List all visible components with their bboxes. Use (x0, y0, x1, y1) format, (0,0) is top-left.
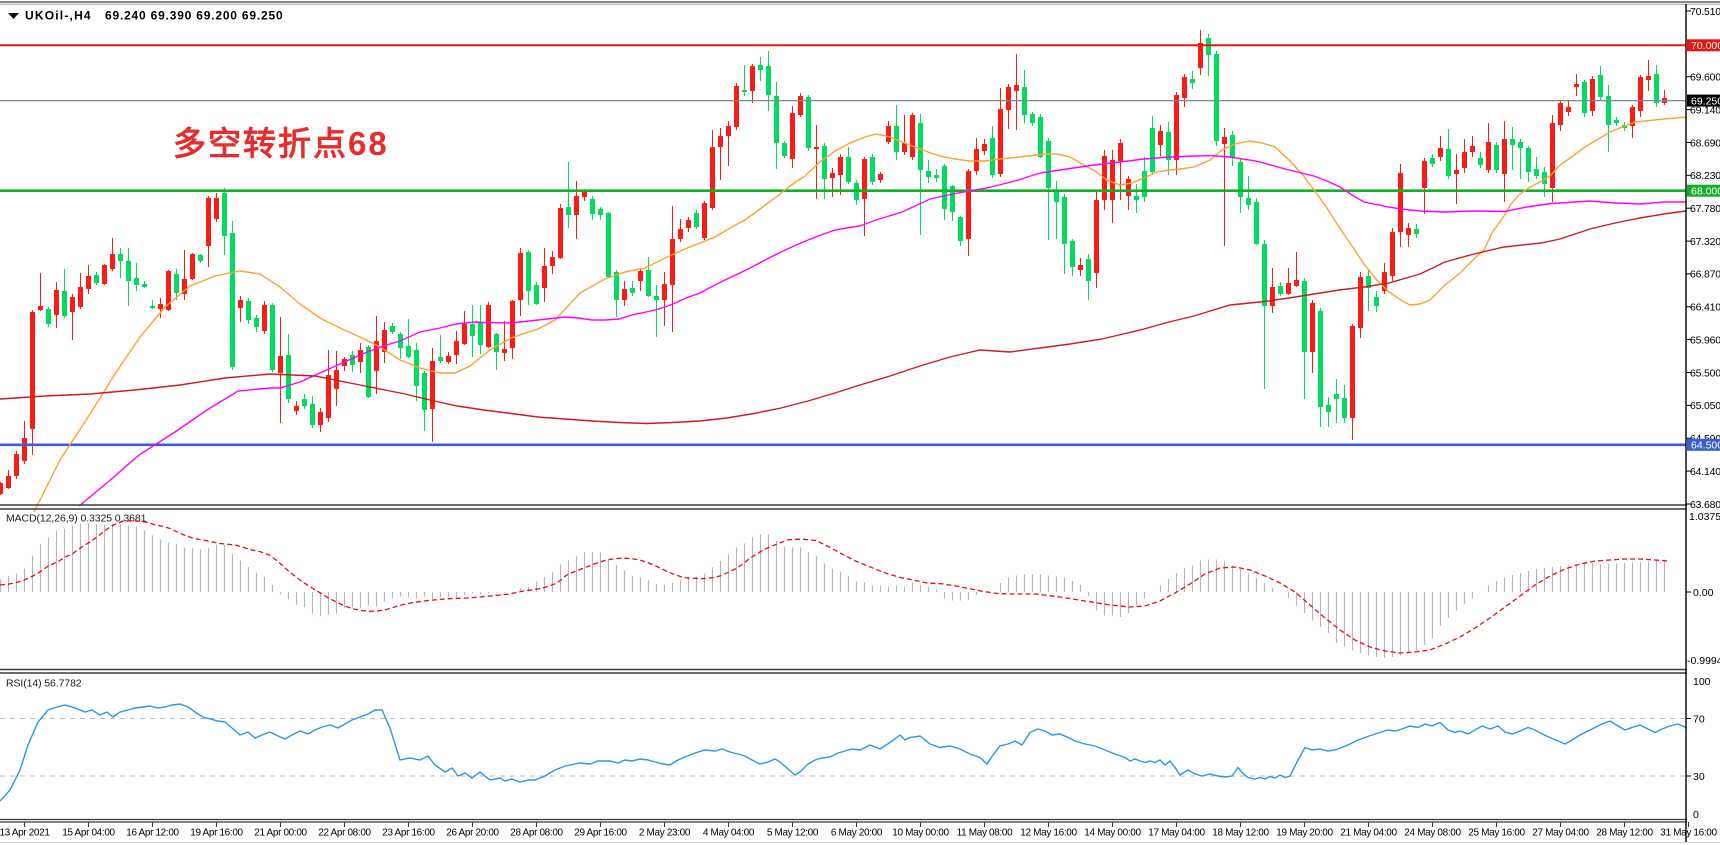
svg-text:26 Apr 20:00: 26 Apr 20:00 (446, 828, 499, 839)
svg-text:23 Apr 16:00: 23 Apr 16:00 (382, 828, 435, 839)
svg-text:6 May 20:00: 6 May 20:00 (831, 828, 883, 839)
svg-text:多空转折点68: 多空转折点68 (173, 125, 389, 162)
svg-text:4 May 04:00: 4 May 04:00 (703, 828, 755, 839)
svg-text:24 May 08:00: 24 May 08:00 (1404, 828, 1461, 839)
svg-text:68.230: 68.230 (1690, 170, 1720, 182)
svg-text:70.000: 70.000 (1691, 40, 1720, 52)
svg-text:0.00: 0.00 (1693, 587, 1714, 599)
svg-text:67.320: 67.320 (1690, 236, 1720, 248)
svg-text:27 May 04:00: 27 May 04:00 (1532, 828, 1589, 839)
svg-text:28 Apr 08:00: 28 Apr 08:00 (510, 828, 563, 839)
svg-text:29 Apr 16:00: 29 Apr 16:00 (574, 828, 627, 839)
svg-text:30: 30 (1693, 771, 1705, 783)
svg-text:21 Apr 00:00: 21 Apr 00:00 (254, 828, 307, 839)
svg-text:11 May 08:00: 11 May 08:00 (957, 828, 1013, 839)
svg-text:RSI(14) 56.7782: RSI(14) 56.7782 (6, 678, 82, 690)
svg-text:100: 100 (1693, 676, 1711, 688)
svg-text:-0.9994: -0.9994 (1687, 655, 1720, 667)
svg-text:18 May 12:00: 18 May 12:00 (1212, 828, 1269, 839)
svg-text:22 Apr 08:00: 22 Apr 08:00 (318, 828, 371, 839)
svg-text:15 Apr 04:00: 15 Apr 04:00 (62, 828, 115, 839)
svg-text:16 Apr 12:00: 16 Apr 12:00 (126, 828, 179, 839)
svg-text:10 May 00:00: 10 May 00:00 (892, 828, 949, 839)
svg-text:MACD(12,26,9) 0.3325 0.3681: MACD(12,26,9) 0.3325 0.3681 (6, 513, 147, 525)
svg-text:25 May 16:00: 25 May 16:00 (1468, 828, 1525, 839)
svg-text:70.510: 70.510 (1690, 6, 1720, 18)
svg-text:12 May 16:00: 12 May 16:00 (1020, 828, 1077, 839)
svg-text:2 May 23:00: 2 May 23:00 (639, 828, 691, 839)
svg-text:69.240 69.390 69.200 69.250: 69.240 69.390 69.200 69.250 (105, 9, 283, 23)
svg-text:65.050: 65.050 (1690, 400, 1720, 412)
svg-text:19 May 20:00: 19 May 20:00 (1276, 828, 1333, 839)
svg-text:64.140: 64.140 (1690, 466, 1720, 478)
svg-text:UKOil-,H4: UKOil-,H4 (25, 9, 92, 23)
svg-text:21 May 04:00: 21 May 04:00 (1340, 828, 1397, 839)
svg-text:0: 0 (1693, 809, 1699, 821)
svg-text:66.870: 66.870 (1690, 269, 1720, 281)
svg-text:68.690: 68.690 (1690, 137, 1720, 149)
svg-text:69.140: 69.140 (1690, 104, 1720, 116)
svg-text:70: 70 (1693, 714, 1705, 726)
svg-text:28 May 12:00: 28 May 12:00 (1596, 828, 1653, 839)
svg-text:69.600: 69.600 (1690, 72, 1720, 84)
svg-text:5 May 12:00: 5 May 12:00 (767, 828, 819, 839)
svg-text:17 May 04:00: 17 May 04:00 (1148, 828, 1205, 839)
svg-text:65.960: 65.960 (1690, 334, 1720, 346)
svg-text:14 May 00:00: 14 May 00:00 (1084, 828, 1141, 839)
svg-text:31 May 16:00: 31 May 16:00 (1660, 828, 1717, 839)
svg-text:19 Apr 16:00: 19 Apr 16:00 (190, 828, 243, 839)
svg-text:13 Apr 2021: 13 Apr 2021 (0, 828, 50, 839)
svg-text:1.0375: 1.0375 (1689, 511, 1720, 523)
svg-text:66.410: 66.410 (1690, 302, 1720, 314)
svg-text:68.000: 68.000 (1691, 186, 1720, 198)
svg-text:65.500: 65.500 (1690, 367, 1720, 379)
svg-text:67.780: 67.780 (1690, 203, 1720, 215)
svg-text:63.680: 63.680 (1690, 499, 1720, 511)
svg-text:69.250: 69.250 (1691, 95, 1720, 107)
svg-text:64.500: 64.500 (1691, 440, 1720, 452)
